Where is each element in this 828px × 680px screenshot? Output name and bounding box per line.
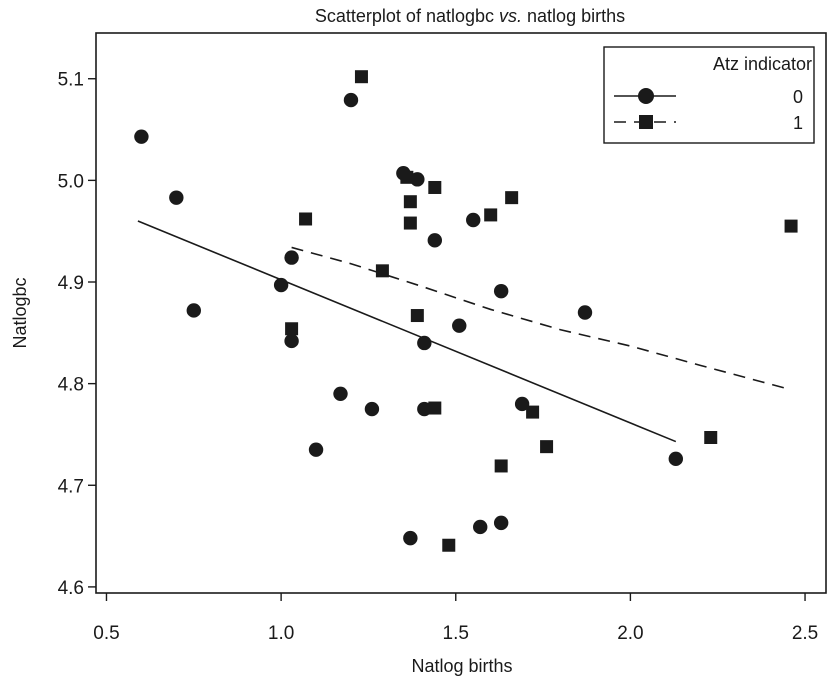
x-tick-label: 0.5 (93, 623, 119, 644)
legend-series-1-marker (639, 115, 653, 129)
plot-frame (95, 32, 827, 594)
series-0-point (284, 250, 299, 265)
x-axis: 0.5 1.0 1.5 2.0 2.5 (93, 593, 818, 644)
series-0-point (514, 396, 530, 412)
x-axis-label: Natlog births (411, 656, 512, 676)
y-axis: 4.6 4.7 4.8 4.9 5.0 5.1 (58, 70, 96, 599)
series-1-point (505, 191, 519, 205)
series-0-point (364, 401, 380, 417)
fit-line-series-0 (137, 220, 677, 443)
series-0-point (186, 303, 201, 318)
x-tick-label: 2.5 (792, 623, 818, 644)
series-0-point (273, 277, 289, 293)
series-1-point (410, 309, 424, 323)
series-1-point (540, 440, 554, 454)
series-1-point (285, 322, 299, 336)
series-1-point (400, 170, 414, 184)
fit-lines (137, 220, 792, 443)
chart-title-suffix: natlog births (522, 6, 625, 26)
series-0-point (333, 386, 348, 401)
series-0-point (410, 172, 425, 187)
series-1-point (526, 405, 540, 419)
series-0-point (493, 283, 509, 299)
series-0-point (308, 442, 324, 457)
y-tick-label: 4.6 (58, 578, 84, 599)
series-1-point (442, 538, 456, 552)
y-tick-label: 5.1 (58, 70, 84, 91)
chart-title: Scatterplot of natlogbc vs. natlog birth… (315, 6, 625, 26)
series-0-point (417, 401, 432, 417)
series-0-point (493, 515, 509, 531)
series-1-point (784, 219, 798, 233)
legend-series-1-label: 1 (793, 113, 803, 133)
series-0-point (403, 530, 418, 546)
legend-series-0-label: 0 (793, 87, 803, 107)
series-1-point (299, 212, 313, 226)
series-0-point (577, 305, 593, 320)
y-tick-label: 4.7 (58, 476, 84, 497)
series-1-point (375, 264, 389, 278)
legend-series-0-marker (638, 88, 654, 104)
series-1-point (484, 208, 498, 222)
series-0-point (427, 233, 443, 248)
series-0-point (417, 335, 432, 351)
series-1-point (704, 431, 718, 445)
y-tick-label: 5.0 (58, 171, 84, 192)
data-points (134, 70, 798, 552)
series-1-point (354, 70, 368, 84)
legend: Atz indicator 0 1 (603, 46, 815, 144)
series-1-point (403, 216, 417, 230)
y-tick-label: 4.8 (58, 375, 84, 396)
series-1-point (428, 401, 442, 415)
legend-title: Atz indicator (713, 54, 812, 74)
fit-line-series-1 (291, 246, 792, 391)
series-0-point (452, 318, 467, 333)
series-0-point (284, 333, 299, 349)
series-0-point (134, 129, 149, 144)
series-0-point (466, 212, 481, 228)
series-1-point (403, 195, 417, 209)
series-0-point (668, 451, 684, 467)
series-0-point (169, 190, 184, 205)
y-tick-label: 4.9 (58, 273, 84, 294)
chart-title-italic: vs. (499, 6, 522, 26)
y-axis-label: Natlogbc (10, 277, 30, 348)
series-1-point (428, 180, 442, 194)
series-1-point (494, 459, 508, 473)
series-0-point (343, 92, 359, 108)
x-tick-label: 1.5 (443, 623, 469, 644)
series-0-point (473, 519, 488, 535)
x-tick-label: 2.0 (617, 623, 643, 644)
chart-title-prefix: Scatterplot of natlogbc (315, 6, 499, 26)
x-tick-label: 1.0 (268, 623, 294, 644)
